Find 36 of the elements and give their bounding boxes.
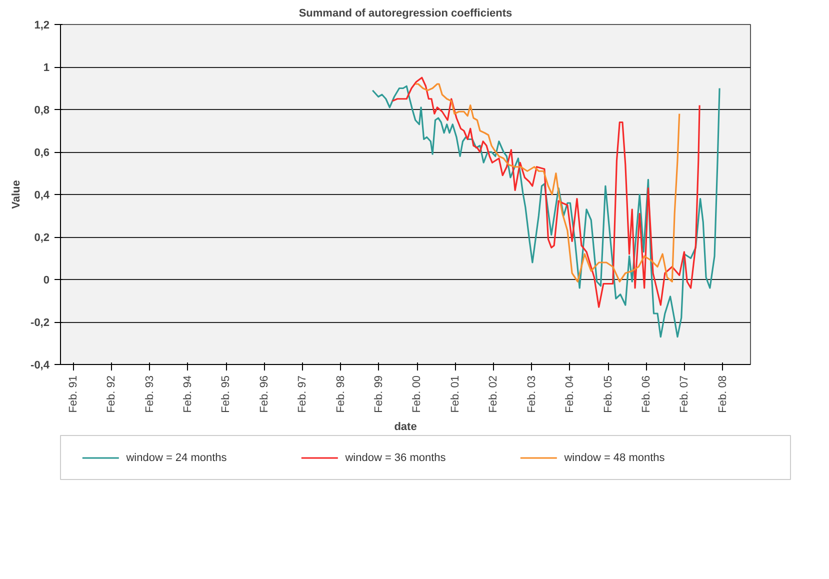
y-tick-label: 1,2	[34, 20, 50, 32]
x-axis-title: date	[394, 420, 417, 433]
x-tick-label: Feb. 08	[716, 375, 729, 413]
y-tick-label: 0,8	[34, 104, 50, 116]
x-tick-label: Feb. 99	[372, 375, 385, 413]
y-tick-label: 0,2	[34, 232, 50, 244]
x-tick-label: Feb. 98	[334, 375, 347, 413]
x-tick-label: Feb. 97	[296, 375, 309, 413]
x-tick-label: Feb. 05	[602, 375, 614, 413]
y-axis-title: Value	[10, 180, 23, 209]
y-tick-label: 0,4	[34, 190, 50, 202]
y-tick-label: 0	[43, 274, 50, 286]
x-tick-label: Feb. 91	[67, 375, 80, 413]
line-series	[414, 83, 680, 282]
x-tick-label: Feb. 07	[678, 375, 691, 413]
x-tick-label: Feb. 93	[144, 375, 156, 413]
x-tick-label: Feb. 94	[182, 375, 194, 413]
x-tick-label: Feb. 96	[258, 375, 270, 413]
x-tick-label: Feb. 00	[411, 375, 424, 413]
y-tick-label: -0,2	[30, 317, 50, 329]
line-series	[392, 76, 700, 308]
x-tick-label: Feb. 03	[526, 375, 538, 413]
x-tick-label: Feb. 01	[449, 375, 462, 413]
x-tick-label: Feb. 06	[640, 375, 652, 413]
legend-label: window = 48 months	[563, 452, 666, 464]
line-series	[372, 85, 720, 338]
x-tick-label: Feb. 02	[488, 375, 500, 413]
x-tick-label: Feb. 92	[106, 375, 118, 413]
y-tick-label: -0,4	[30, 360, 50, 372]
y-tick-label: 1	[43, 62, 50, 74]
legend-label: window = 24 months	[125, 452, 228, 464]
y-tick-label: 0,6	[34, 147, 50, 159]
chart-title: Summand of autoregression coefficients	[298, 8, 512, 20]
x-tick-label: Feb. 95	[220, 375, 232, 413]
x-tick-label: Feb. 04	[564, 375, 576, 413]
legend-label: window = 36 months	[344, 452, 446, 464]
